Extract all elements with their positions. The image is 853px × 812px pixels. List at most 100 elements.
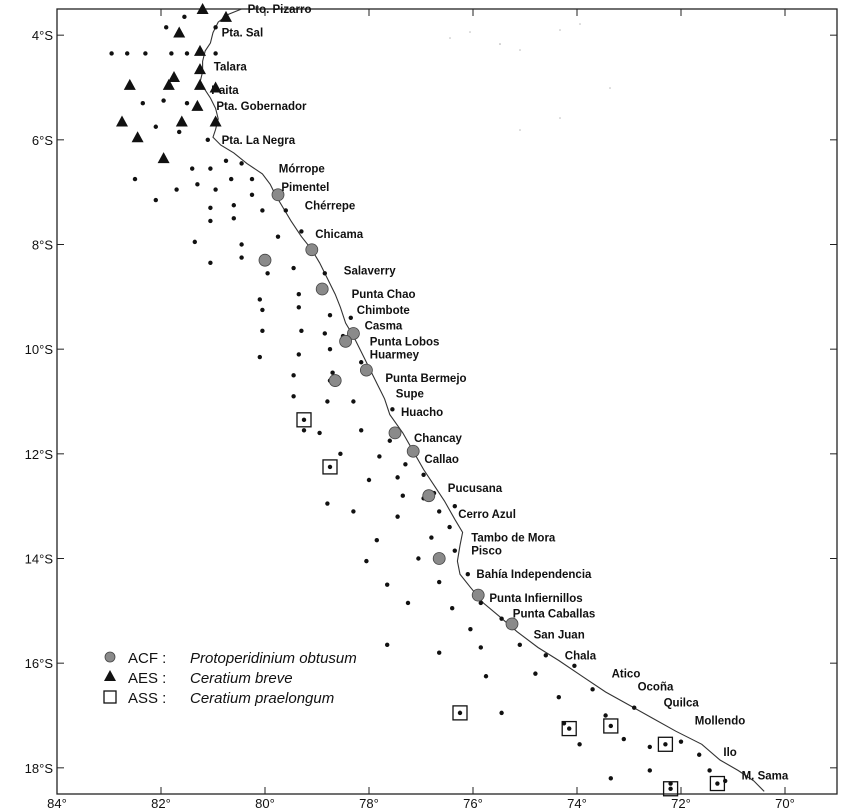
place-label: Quilca	[664, 697, 700, 709]
station-dot	[132, 176, 138, 182]
station-dot	[437, 579, 442, 585]
place-labels: Pto. Pizarro Pta. Sal Talara Paita Pta. Gobe…	[211, 4, 789, 783]
station-dot	[395, 475, 400, 480]
place-label: Chala	[565, 650, 597, 662]
station-dot	[283, 208, 288, 213]
acf-circle	[422, 489, 436, 503]
acf-circle	[315, 282, 329, 296]
acf-circle	[388, 426, 402, 440]
station-dot	[447, 524, 452, 530]
lon-tick-label: 82°	[151, 796, 171, 811]
station-dot	[723, 778, 728, 784]
ass-square	[561, 720, 577, 737]
station-dot	[223, 158, 229, 163]
aes-triangle	[131, 131, 144, 143]
station-dot	[260, 208, 265, 213]
lon-tick-label: 84°	[47, 796, 67, 811]
station-dot	[213, 187, 218, 192]
place-label: Mollendo	[695, 716, 745, 728]
station-dot	[533, 671, 538, 676]
lat-tick-label: 16°S	[25, 656, 54, 671]
station-dot	[390, 407, 395, 412]
station-dot	[195, 182, 200, 187]
place-label: Bahía Independencia	[476, 569, 592, 581]
station-dot	[213, 51, 218, 56]
station-dot	[325, 399, 330, 404]
place-label: Talara	[214, 62, 248, 74]
station-dot	[296, 352, 301, 357]
place-label: Casma	[365, 321, 403, 333]
legend-acf-code: ACF :	[128, 650, 166, 667]
aes-triangle	[116, 115, 128, 127]
station-dot	[364, 558, 369, 564]
lat-tick-label: 12°S	[25, 447, 54, 462]
place-label: Punta Chao	[352, 289, 416, 301]
lon-tick-label: 74°	[567, 796, 587, 811]
acf-circle	[432, 552, 446, 565]
place-label: Pta. Gobernador	[216, 101, 307, 113]
station-dot	[164, 25, 169, 30]
station-dot	[590, 687, 595, 692]
legend-aes-code: AES :	[128, 670, 166, 687]
station-dot	[257, 354, 262, 360]
acf-markers	[258, 188, 519, 631]
legend-ass-species: Ceratium praelongum	[190, 690, 334, 707]
place-label: Ilo	[723, 747, 736, 759]
lon-tick-label: 80°	[255, 796, 275, 811]
lat-tick-label: 8°S	[32, 238, 53, 253]
place-label: Huacho	[401, 407, 443, 419]
station-dot	[561, 721, 567, 726]
ass-station-dot	[567, 726, 572, 731]
aes-triangle	[173, 26, 186, 38]
station-dot	[322, 271, 327, 276]
station-dot	[603, 713, 608, 718]
acf-circle	[258, 253, 272, 267]
aes-triangle	[194, 44, 206, 56]
place-label: Huarmey	[370, 349, 420, 361]
station-dot	[327, 346, 333, 352]
lon-tick-label: 78°	[359, 796, 379, 811]
place-label: Ocoña	[638, 682, 674, 694]
aes-triangle	[194, 78, 206, 90]
station-dot	[632, 705, 637, 710]
station-dot	[208, 218, 213, 224]
place-label: Punta Bermejo	[385, 373, 466, 385]
station-dot	[465, 572, 470, 577]
station-dot	[192, 239, 197, 245]
place-label: Callao	[424, 454, 459, 466]
station-dot	[359, 428, 364, 433]
ass-square	[603, 718, 619, 734]
station-dot	[437, 509, 442, 514]
aes-triangle	[191, 99, 204, 111]
coastline	[199, 8, 765, 792]
station-dot	[450, 606, 455, 611]
station-dot	[572, 663, 577, 668]
acf-circle	[346, 327, 360, 340]
place-label: San Juan	[534, 629, 585, 641]
station-dot	[109, 51, 114, 56]
ass-station-dot	[301, 417, 307, 423]
station-dot	[291, 394, 296, 399]
station-dot	[351, 399, 356, 404]
station-dot	[322, 331, 327, 336]
place-label: Chérrepe	[305, 200, 356, 212]
station-dot	[543, 653, 548, 658]
acf-circle	[471, 588, 485, 602]
lat-tick-label: 14°S	[25, 552, 54, 567]
station-dot	[257, 297, 262, 302]
station-dot	[577, 742, 582, 747]
station-dot	[647, 768, 652, 773]
station-dot	[327, 312, 333, 318]
station-dot	[421, 472, 426, 477]
station-dot	[231, 203, 236, 208]
station-dot	[239, 255, 244, 260]
ass-station-dot	[457, 710, 463, 716]
ass-station-dot	[715, 781, 720, 786]
sampling-stations	[109, 14, 728, 786]
station-dot	[301, 428, 307, 433]
station-dot	[184, 51, 190, 56]
place-label: Pisco	[471, 546, 502, 558]
station-dot	[452, 503, 457, 509]
station-dot	[182, 14, 187, 20]
acf-circle	[271, 188, 285, 202]
